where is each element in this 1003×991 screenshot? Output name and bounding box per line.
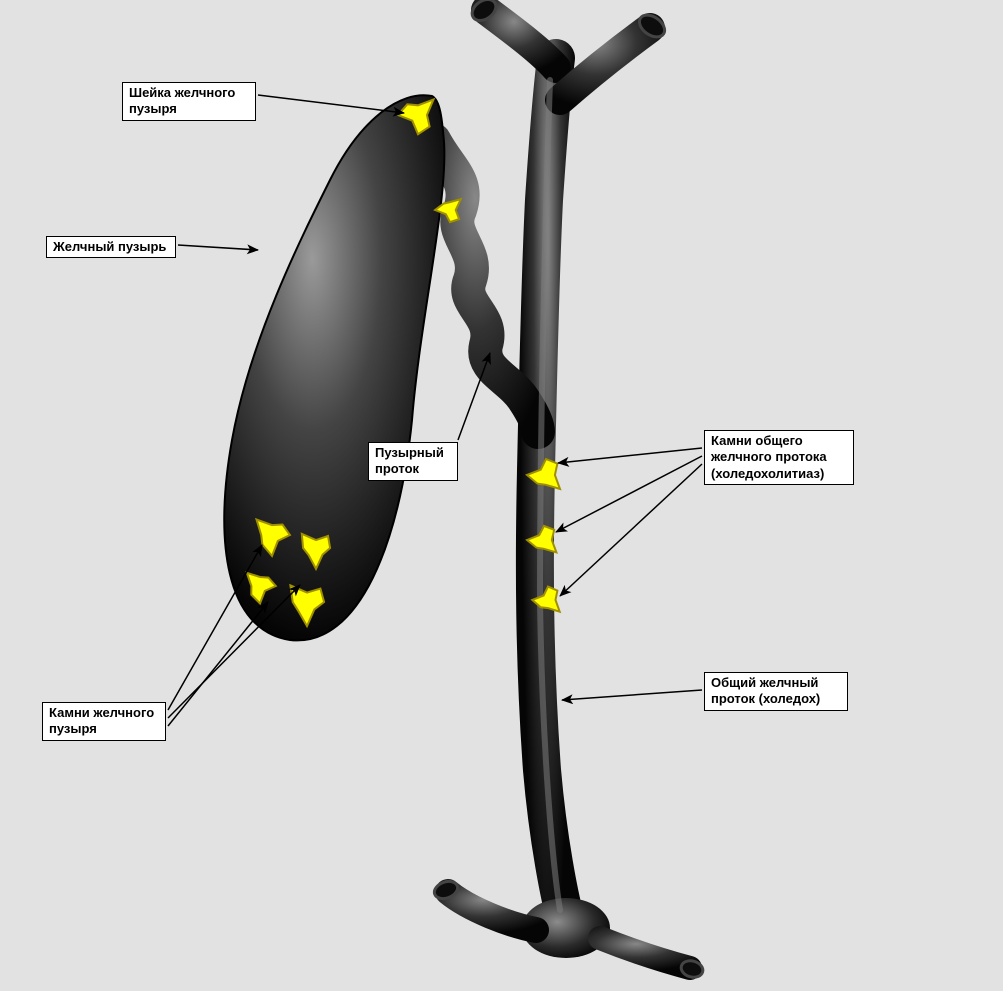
stone-gb-3	[247, 573, 276, 604]
stones-group	[247, 100, 560, 627]
left-hepatic-duct	[486, 10, 556, 68]
cbdsto-arrow-2	[556, 456, 702, 532]
label-common-bile-duct: Общий желчныйпроток (холедох)	[704, 672, 848, 711]
gallbladder	[224, 95, 444, 640]
label-text: Шейка желчногопузыря	[129, 85, 235, 116]
stone-gb-4	[290, 585, 324, 626]
cbdsto-arrow-3	[560, 464, 702, 596]
stone-cbd-2	[527, 526, 556, 553]
stone-neck	[398, 100, 434, 135]
label-text: Камни общегожелчного протока(холедохолит…	[711, 433, 827, 481]
gbsto-arrow-1	[168, 545, 262, 710]
label-gallbladder: Желчный пузырь	[46, 236, 176, 258]
label-text: Камни желчногопузыря	[49, 705, 154, 736]
neck-arrow	[258, 95, 404, 113]
cystic-duct	[434, 140, 538, 432]
gbsto-arrow-2	[168, 585, 300, 718]
arrows-group	[168, 95, 702, 726]
cbdsto-arrow-1	[558, 448, 702, 463]
anatomy-svg	[0, 0, 1003, 991]
label-text: Желчный пузырь	[53, 239, 166, 254]
label-gb-stones: Камни желчногопузыря	[42, 702, 166, 741]
gbsto-arrow-3	[168, 602, 268, 726]
label-gallbladder-neck: Шейка желчногопузыря	[122, 82, 256, 121]
stone-cbd-3	[532, 587, 559, 612]
stone-cystic	[435, 199, 461, 222]
cystic-arrow	[458, 353, 490, 440]
stone-gb-1	[257, 520, 290, 557]
distal-branch-left	[448, 892, 536, 930]
cbd-arrow	[562, 690, 702, 700]
label-text: Пузырныйпроток	[375, 445, 444, 476]
label-text: Общий желчныйпроток (холедох)	[711, 675, 820, 706]
right-hepatic-duct	[560, 28, 650, 100]
distal-branch-right	[600, 938, 690, 968]
ampulla-bulb	[522, 898, 610, 958]
label-cystic-duct: Пузырныйпроток	[368, 442, 458, 481]
label-cbd-stones: Камни общегожелчного протока(холедохолит…	[704, 430, 854, 485]
common-bile-duct	[535, 58, 566, 920]
gb-arrow	[178, 245, 258, 250]
stone-cbd-1	[527, 459, 560, 489]
stone-gb-2	[302, 534, 330, 569]
